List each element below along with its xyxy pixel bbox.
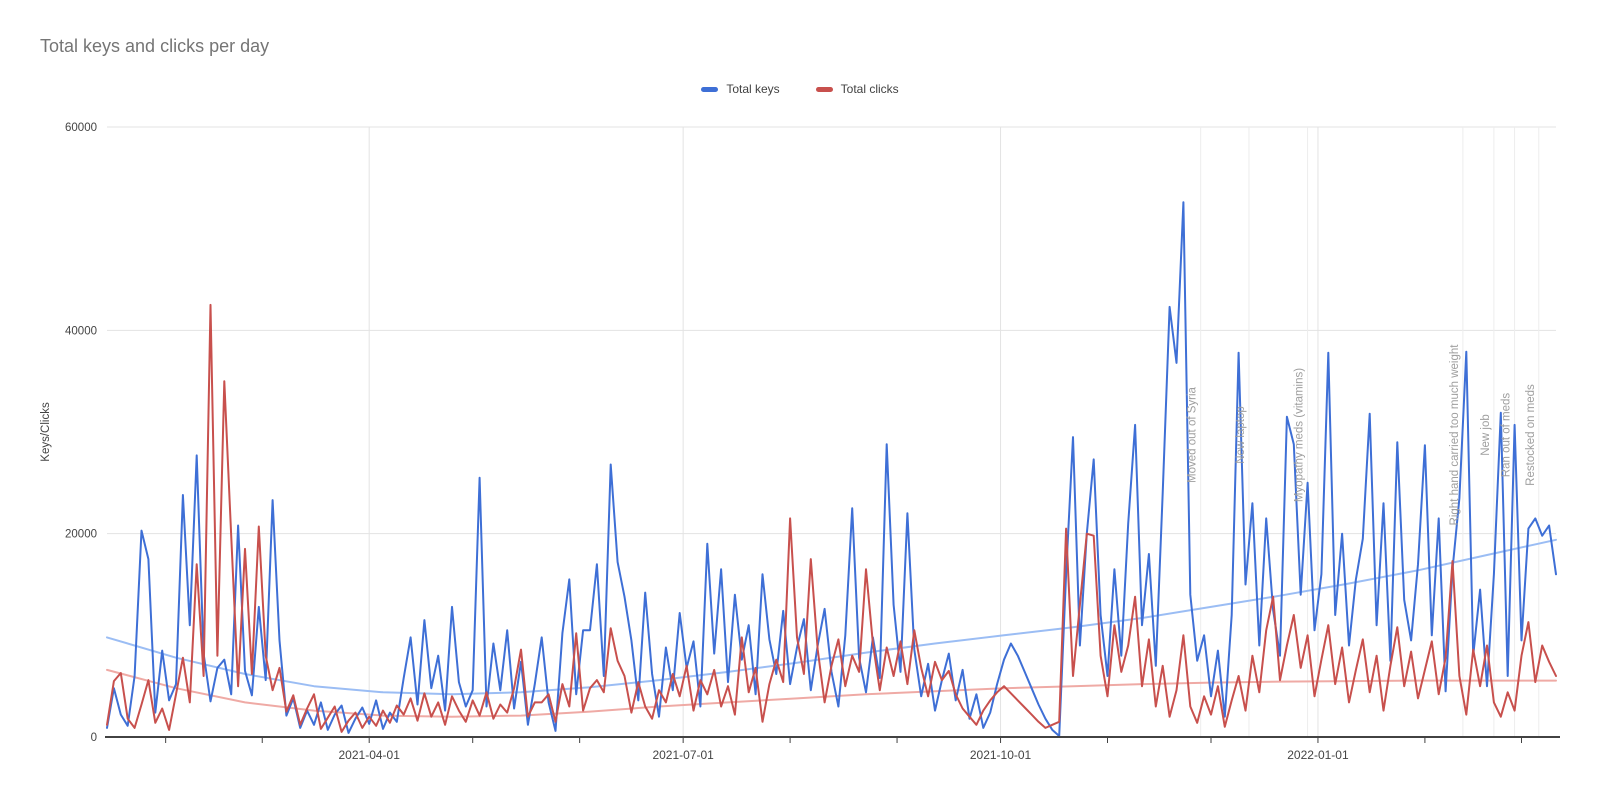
x-tick-label: 2021-04-01 — [339, 748, 401, 762]
legend: Total keys Total clicks — [0, 82, 1600, 96]
y-tick-labels: 0 20000 40000 60000 — [65, 122, 97, 744]
trendlines — [106, 538, 1557, 718]
total-clicks-swatch-icon — [815, 86, 833, 92]
x-tick-label: 2022-01-01 — [1287, 748, 1349, 762]
annotation-label: Moved out of Syria — [1187, 386, 1199, 482]
x-axis — [105, 736, 1560, 743]
annotation-label: New job — [1480, 414, 1492, 456]
legend-label-total-keys: Total keys — [726, 82, 780, 96]
annotation-label: Right hand carried too much weight — [1449, 344, 1461, 526]
x-tick-label: 2021-07-01 — [652, 748, 714, 762]
annotation-label: Ran out of meds — [1501, 393, 1513, 478]
total-keys-line — [106, 201, 1557, 737]
annotation-label: New laptop — [1235, 406, 1247, 464]
x-tick-labels: 2021-04-01 2021-07-01 2021-10-01 2022-01-01 — [339, 748, 1349, 762]
x-tick-label: 2021-10-01 — [970, 748, 1032, 762]
annotation-labels: Moved out of Syria New laptop Myopathy med… — [1187, 344, 1537, 526]
total-keys-trendline — [106, 538, 1557, 696]
y-tick-label: 0 — [91, 732, 97, 744]
total-clicks-line — [106, 303, 1557, 733]
legend-item-total-keys[interactable]: Total keys — [701, 82, 780, 96]
y-tick-label: 60000 — [65, 122, 97, 134]
annotation-label: Myopathy meds (vitamins) — [1294, 368, 1306, 502]
gridlines — [107, 126, 1556, 737]
total-keys-swatch-icon — [701, 86, 719, 92]
annotation-label: Restocked on meds — [1525, 384, 1537, 486]
legend-label-total-clicks: Total clicks — [840, 82, 899, 96]
y-tick-label: 40000 — [65, 325, 97, 337]
chart-title: Total keys and clicks per day — [40, 36, 270, 56]
series — [106, 201, 1557, 737]
legend-item-total-clicks[interactable]: Total clicks — [815, 82, 899, 96]
y-tick-label: 20000 — [65, 529, 97, 541]
total-clicks-trendline — [106, 668, 1557, 718]
